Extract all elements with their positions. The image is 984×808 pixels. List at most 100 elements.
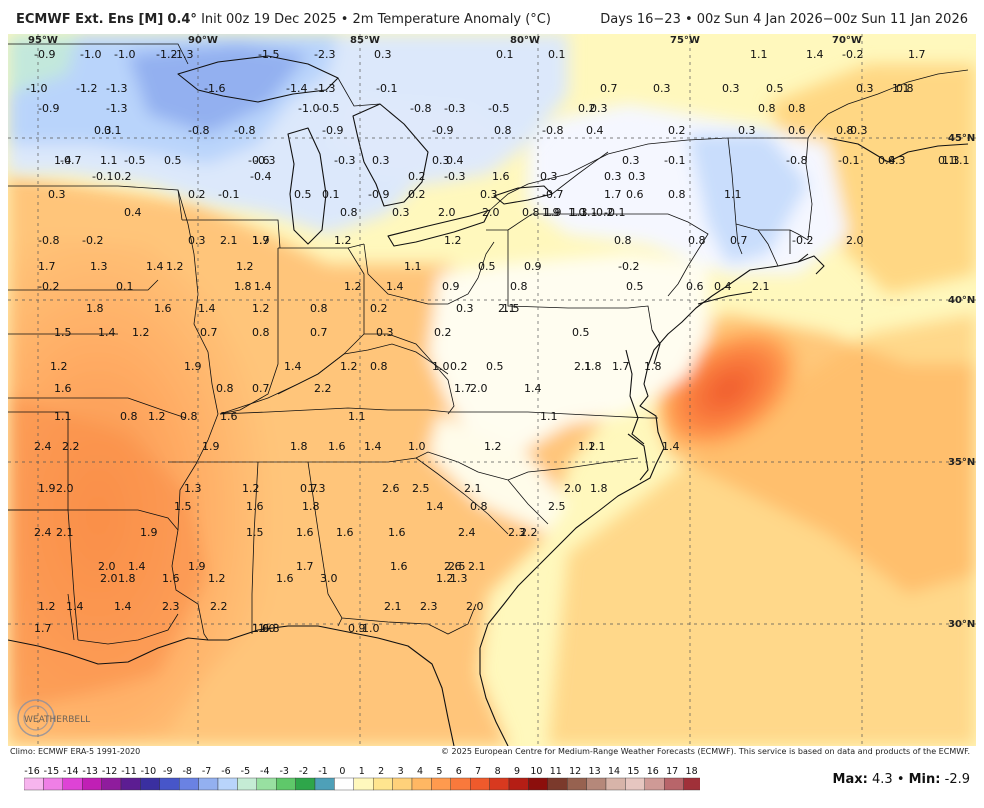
anomaly-value: 1.6 [154, 302, 172, 315]
anomaly-value: 2.1 [468, 560, 486, 573]
product-name: ECMWF Ext. Ens [M] [16, 12, 164, 27]
anomaly-value: 0.8 [340, 206, 358, 219]
anomaly-value: 1.1 [892, 82, 910, 95]
anomaly-value: -1.0 [114, 48, 135, 61]
anomaly-value: 1.5 [502, 302, 520, 315]
anomaly-value: 0.2 [578, 102, 596, 115]
anomaly-value: 1.2 [344, 280, 362, 293]
anomaly-value: -0.2 [82, 234, 103, 247]
anomaly-value: 0.3 [604, 170, 622, 183]
anomaly-value: 0.2 [668, 124, 686, 137]
anomaly-value: 1.6 [388, 526, 406, 539]
anomaly-value: 0.8 [836, 124, 854, 137]
anomaly-value: 0.5 [572, 326, 590, 339]
east-coastline [479, 137, 969, 746]
colorbar-tick: 14 [608, 766, 620, 777]
green-zone-northwest [8, 34, 78, 94]
anomaly-value: 0.7 [200, 326, 218, 339]
anomaly-value: 1.2 [340, 360, 358, 373]
anomaly-value: 0.8 [180, 410, 198, 423]
colorbar-tick: 17 [666, 766, 678, 777]
anomaly-value: 2.1 [574, 360, 592, 373]
anomaly-value: 0.8 [688, 234, 706, 247]
anomaly-value: 1.2 [242, 482, 260, 495]
anomaly-value: 2.0 [98, 560, 116, 573]
anomaly-value: 1.4 [128, 560, 146, 573]
anomaly-value: 1.9 [252, 234, 270, 247]
anomaly-value: -0.2 [842, 48, 863, 61]
anomaly-value: 0.7 [310, 326, 328, 339]
colorbar-tick: 9 [514, 766, 520, 777]
max-value: 4.3 [871, 772, 893, 787]
colorbar-swatch [547, 777, 568, 791]
colorbar-tick: -4 [260, 766, 269, 777]
colorbar-swatch [82, 777, 102, 791]
min-label: Min: [908, 772, 941, 787]
colorbar-swatch [392, 777, 413, 791]
anomaly-value: 1.4 [146, 260, 164, 273]
lon-label: 90°W [188, 35, 218, 46]
colorbar-tick: 12 [569, 766, 581, 777]
anomaly-value: -2.3 [314, 48, 335, 61]
init-time: Init 00z 19 Dec 2025 [201, 12, 337, 27]
longitude-labels: 95°W 90°W 85°W 80°W 75°W 70°W [28, 35, 862, 46]
colorbar-tick: 6 [456, 766, 462, 777]
colorbar-tick: -3 [279, 766, 288, 777]
anomaly-value: 2.5 [448, 560, 466, 573]
anomaly-value: 1.6 [390, 560, 408, 573]
colorbar-swatch [24, 777, 44, 791]
anomaly-value: 3.0 [320, 572, 338, 585]
colorbar-tick: 18 [686, 766, 698, 777]
anomaly-value: 2.1 [752, 280, 770, 293]
anomaly-value: 0.7 [300, 482, 318, 495]
grid-parallels [8, 137, 976, 625]
cold-core-north [128, 44, 308, 134]
anomaly-value: 1.7 [252, 234, 270, 247]
anomaly-value: 0.3 [653, 82, 671, 95]
lat-label: 35°N [948, 457, 975, 468]
anomaly-value: 1.2 [166, 260, 184, 273]
ohio-river [219, 343, 455, 415]
cool-zone-appalachia [688, 134, 808, 264]
anomaly-value: 0.2 [450, 360, 468, 373]
anomaly-value: 0.3 [480, 188, 498, 201]
pale-zone-eastern-us [428, 254, 708, 454]
anomaly-value: 0.5 [478, 260, 496, 273]
delaware-bay [651, 329, 661, 365]
pale-zone-mid-atlantic [428, 414, 568, 534]
lake-erie [387, 209, 491, 247]
anomaly-value: -0.2 [592, 206, 613, 219]
anomaly-value: 0.5 [766, 82, 784, 95]
anomaly-value: -0.1 [218, 188, 239, 201]
anomaly-value: 0.8 [370, 360, 388, 373]
anomaly-value: 1.8 [290, 440, 308, 453]
anomaly-value: 0.8 [494, 124, 512, 137]
colorbar-tick: -11 [121, 766, 137, 777]
anomaly-value: 0.6 [626, 188, 644, 201]
anomaly-value: 2.3 [420, 600, 438, 613]
anomaly-value: 0.4 [714, 280, 732, 293]
colorbar-swatch [625, 777, 646, 791]
anomaly-value: 2.2 [314, 382, 332, 395]
anomaly-value: -0.5 [124, 154, 145, 167]
west-borders [8, 185, 187, 641]
anomaly-value: -0.9 [432, 124, 453, 137]
anomaly-value: 1.7 [612, 360, 630, 373]
anomaly-value: 1.6 [220, 410, 238, 423]
anomaly-value: 1.2 [208, 572, 226, 585]
southern-borders-3 [251, 457, 549, 635]
colorbar-swatch [528, 777, 548, 791]
colorbar: -16 -15 -14 -13 -12 -11 -10 -9 -8 -7 -6 -5 -4 -3 -2 -1 0… [24, 764, 700, 798]
anomaly-value: -0.8 [188, 124, 209, 137]
anomaly-value: 1.3 [450, 572, 468, 585]
anomaly-value: 1.9 [544, 206, 562, 219]
anomaly-value: 1.8 [590, 482, 608, 495]
colorbar-swatch [178, 777, 199, 791]
anomaly-value: -1.4 [286, 82, 307, 95]
anomaly-value: 1.9 [184, 360, 202, 373]
anomaly-value: -1.3 [172, 48, 193, 61]
colorbar-swatch [237, 777, 257, 791]
colorbar-ticks: -16 -15 -14 -13 -12 -11 -10 -9 -8 -7 -6 -5 -4 -3 -2 -1 0… [24, 766, 697, 777]
anomaly-value: 0.1 [496, 48, 514, 61]
anomaly-value: 1.4 [806, 48, 824, 61]
